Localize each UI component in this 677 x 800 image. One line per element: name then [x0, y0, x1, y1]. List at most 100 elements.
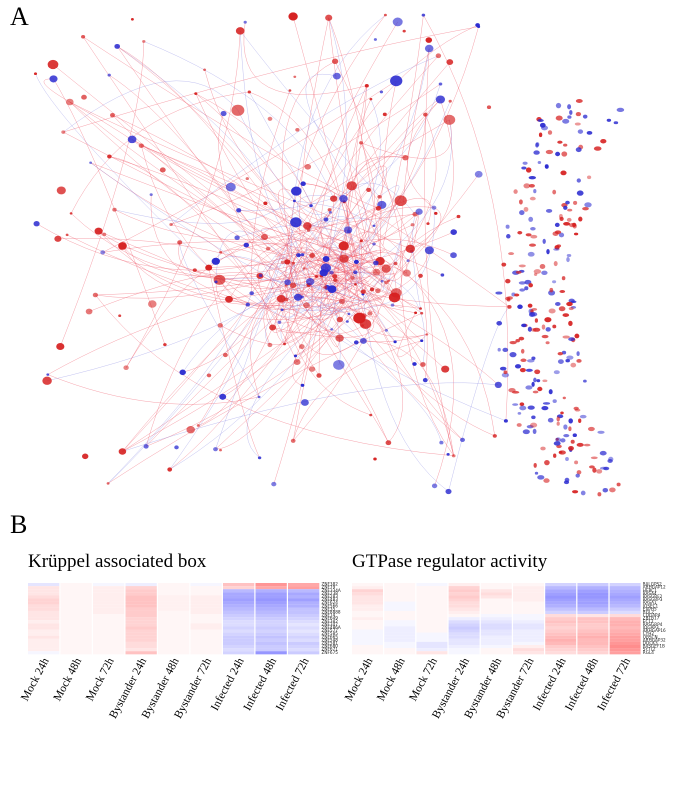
network-node [142, 39, 146, 43]
network-node [557, 140, 563, 144]
heatmap-cell [609, 607, 641, 611]
network-edge [95, 294, 454, 457]
network-edge [90, 162, 376, 264]
network-node [544, 164, 549, 169]
heatmap-cell [609, 626, 641, 630]
heatmap-cell [190, 641, 222, 646]
heatmap-cell [288, 601, 320, 605]
heatmap-cell [93, 651, 125, 655]
heatmap-cell [93, 610, 125, 615]
gene-label: RALGPS2 [643, 582, 662, 587]
network-node [46, 373, 50, 376]
heatmap-cell [448, 589, 480, 593]
network-node [338, 298, 346, 305]
network-edge [309, 217, 377, 250]
heatmap-cell [158, 638, 190, 642]
network-edge [237, 110, 330, 215]
heatmap-cell [28, 604, 60, 608]
network-node [587, 426, 595, 432]
network-node [425, 333, 429, 336]
network-node [511, 390, 520, 394]
network-edge [412, 214, 421, 309]
heatmap-cell [158, 601, 190, 605]
network-edge [339, 296, 463, 441]
network-node [245, 177, 249, 181]
network-edge [326, 270, 427, 343]
heatmap-cell [416, 651, 448, 655]
network-edge [114, 190, 297, 224]
network-node [440, 273, 445, 277]
network-node [347, 312, 351, 316]
network-node [517, 230, 523, 235]
heatmap-cell [158, 623, 190, 627]
network-node [217, 323, 223, 328]
heatmap-cell [60, 610, 92, 615]
heatmap-cell [158, 620, 190, 624]
network-node [573, 406, 579, 411]
network-node [159, 167, 166, 173]
heatmap-cell [577, 620, 609, 624]
heatmap-cell [609, 635, 641, 639]
heatmap-cell [223, 610, 255, 615]
network-node [566, 254, 572, 257]
heatmap-cell [545, 589, 577, 593]
gene-label: IQSEC1 [643, 603, 659, 608]
heatmap-cell [60, 589, 92, 593]
heatmap-cell [513, 586, 544, 590]
heatmap-cell [125, 604, 157, 608]
network-node [220, 110, 227, 117]
heatmap-cell [93, 629, 125, 633]
network-nodes [33, 12, 625, 497]
network-node [577, 129, 584, 134]
gene-label: SYTL2 [643, 647, 656, 652]
heatmap-cell [255, 651, 287, 655]
heatmap-cell [190, 598, 222, 602]
heatmap-cell [288, 583, 320, 587]
heatmap-cell [288, 648, 320, 652]
heatmap-cell [190, 583, 222, 587]
network-node [541, 405, 549, 411]
network-node [360, 289, 366, 294]
heatmap-cell [125, 617, 157, 621]
network-node [297, 253, 301, 257]
network-node [576, 351, 580, 356]
heatmap-cell [609, 645, 641, 649]
heatmap-cell [223, 583, 255, 587]
network-node [589, 465, 595, 469]
heatmap-cell [609, 632, 641, 636]
network-node [533, 272, 538, 276]
network-node [295, 127, 300, 132]
network-node [280, 308, 284, 312]
network-node [219, 393, 227, 400]
network-node [600, 138, 607, 144]
heatmap-cell [416, 604, 448, 608]
heatmap-cell [384, 638, 416, 642]
network-node [530, 227, 536, 231]
network-node [566, 301, 573, 307]
network-node [402, 29, 406, 33]
network-node [114, 43, 121, 49]
heatmap-cell [223, 620, 255, 624]
heatmap-cell [480, 623, 512, 627]
network-node [448, 99, 452, 103]
heatmap-cell [93, 632, 125, 636]
network-edge [363, 304, 421, 316]
network-edge [279, 292, 397, 324]
heatmap-cell [545, 604, 577, 608]
network-node [555, 437, 562, 443]
network-node [557, 359, 564, 365]
network-node [390, 303, 395, 307]
network-node [143, 444, 149, 449]
heatmap-cell [480, 595, 512, 599]
heatmap-cell [28, 626, 60, 630]
network-node [583, 379, 587, 383]
network-node [518, 336, 525, 341]
heatmap-cell [545, 629, 577, 633]
network-node [546, 248, 550, 255]
network-node [277, 320, 282, 324]
heatmap-cell [288, 592, 320, 596]
network-edge [122, 285, 298, 452]
network-edge [69, 101, 328, 269]
network-node [234, 235, 240, 241]
network-node [302, 267, 306, 270]
